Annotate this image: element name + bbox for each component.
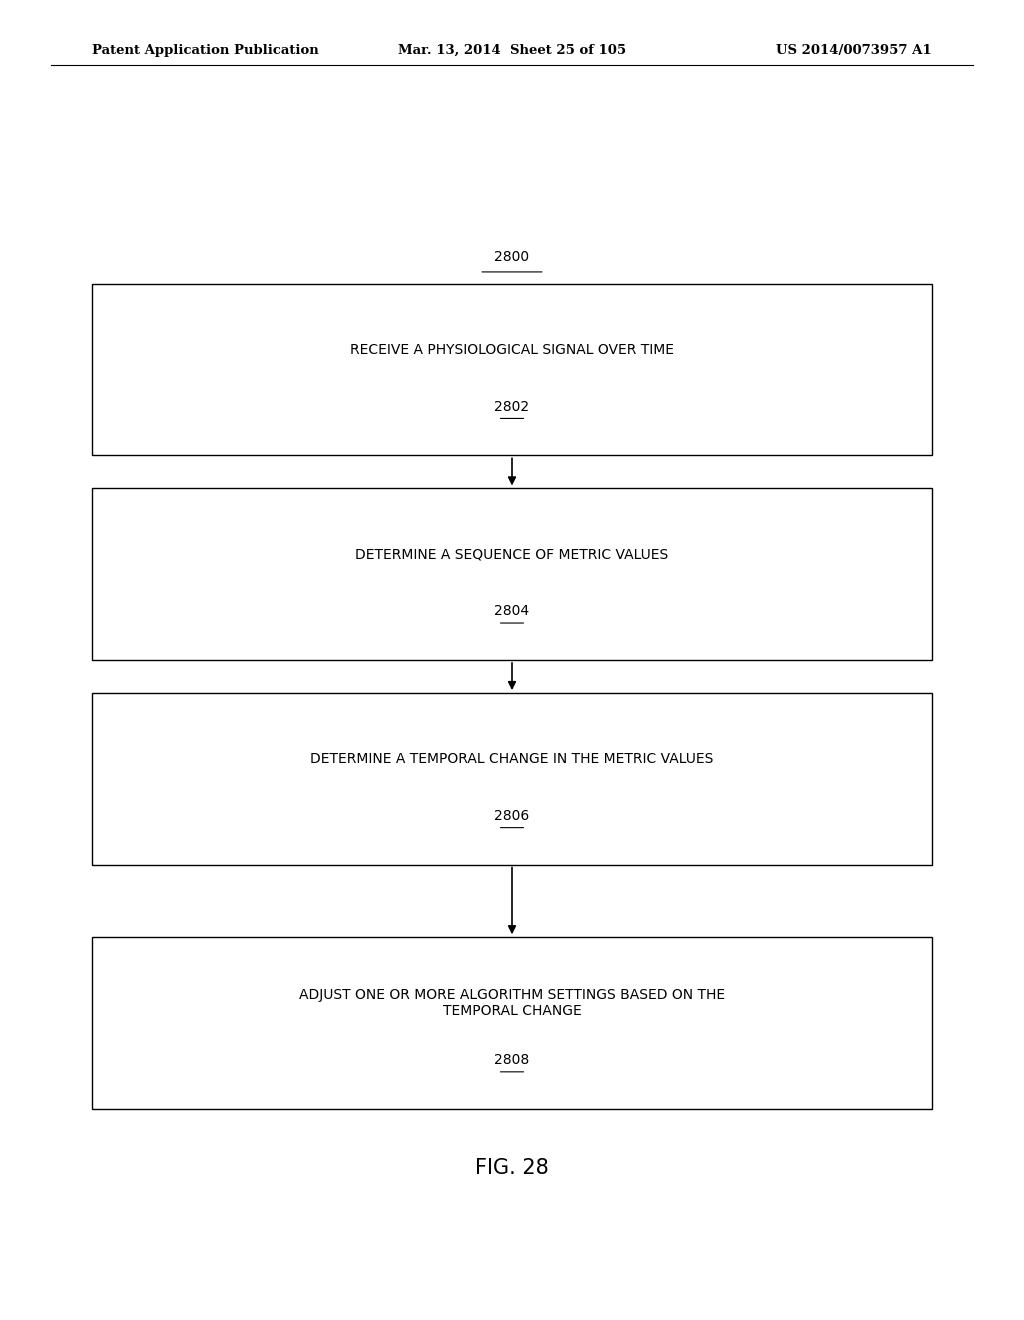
FancyBboxPatch shape (92, 693, 932, 865)
Text: FIG. 28: FIG. 28 (475, 1158, 549, 1179)
Text: 2806: 2806 (495, 809, 529, 822)
FancyBboxPatch shape (92, 937, 932, 1109)
Text: 2802: 2802 (495, 400, 529, 413)
Text: RECEIVE A PHYSIOLOGICAL SIGNAL OVER TIME: RECEIVE A PHYSIOLOGICAL SIGNAL OVER TIME (350, 343, 674, 356)
FancyBboxPatch shape (92, 488, 932, 660)
FancyBboxPatch shape (92, 284, 932, 455)
Text: 2804: 2804 (495, 605, 529, 618)
Text: DETERMINE A TEMPORAL CHANGE IN THE METRIC VALUES: DETERMINE A TEMPORAL CHANGE IN THE METRI… (310, 752, 714, 766)
Text: Patent Application Publication: Patent Application Publication (92, 44, 318, 57)
Text: Mar. 13, 2014  Sheet 25 of 105: Mar. 13, 2014 Sheet 25 of 105 (398, 44, 626, 57)
Text: 2808: 2808 (495, 1053, 529, 1067)
Text: US 2014/0073957 A1: US 2014/0073957 A1 (776, 44, 932, 57)
Text: ADJUST ONE OR MORE ALGORITHM SETTINGS BASED ON THE
TEMPORAL CHANGE: ADJUST ONE OR MORE ALGORITHM SETTINGS BA… (299, 989, 725, 1018)
Text: DETERMINE A SEQUENCE OF METRIC VALUES: DETERMINE A SEQUENCE OF METRIC VALUES (355, 548, 669, 561)
Text: 2800: 2800 (495, 249, 529, 264)
